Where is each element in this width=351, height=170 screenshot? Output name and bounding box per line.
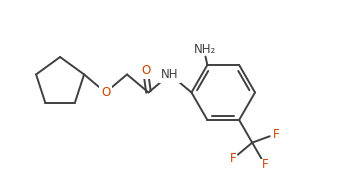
Text: O: O (101, 86, 110, 99)
Text: F: F (261, 158, 268, 170)
Text: NH₂: NH₂ (194, 44, 217, 56)
Text: O: O (141, 64, 150, 76)
Text: F: F (273, 128, 279, 141)
Text: F: F (230, 152, 236, 165)
Text: NH: NH (161, 68, 179, 81)
